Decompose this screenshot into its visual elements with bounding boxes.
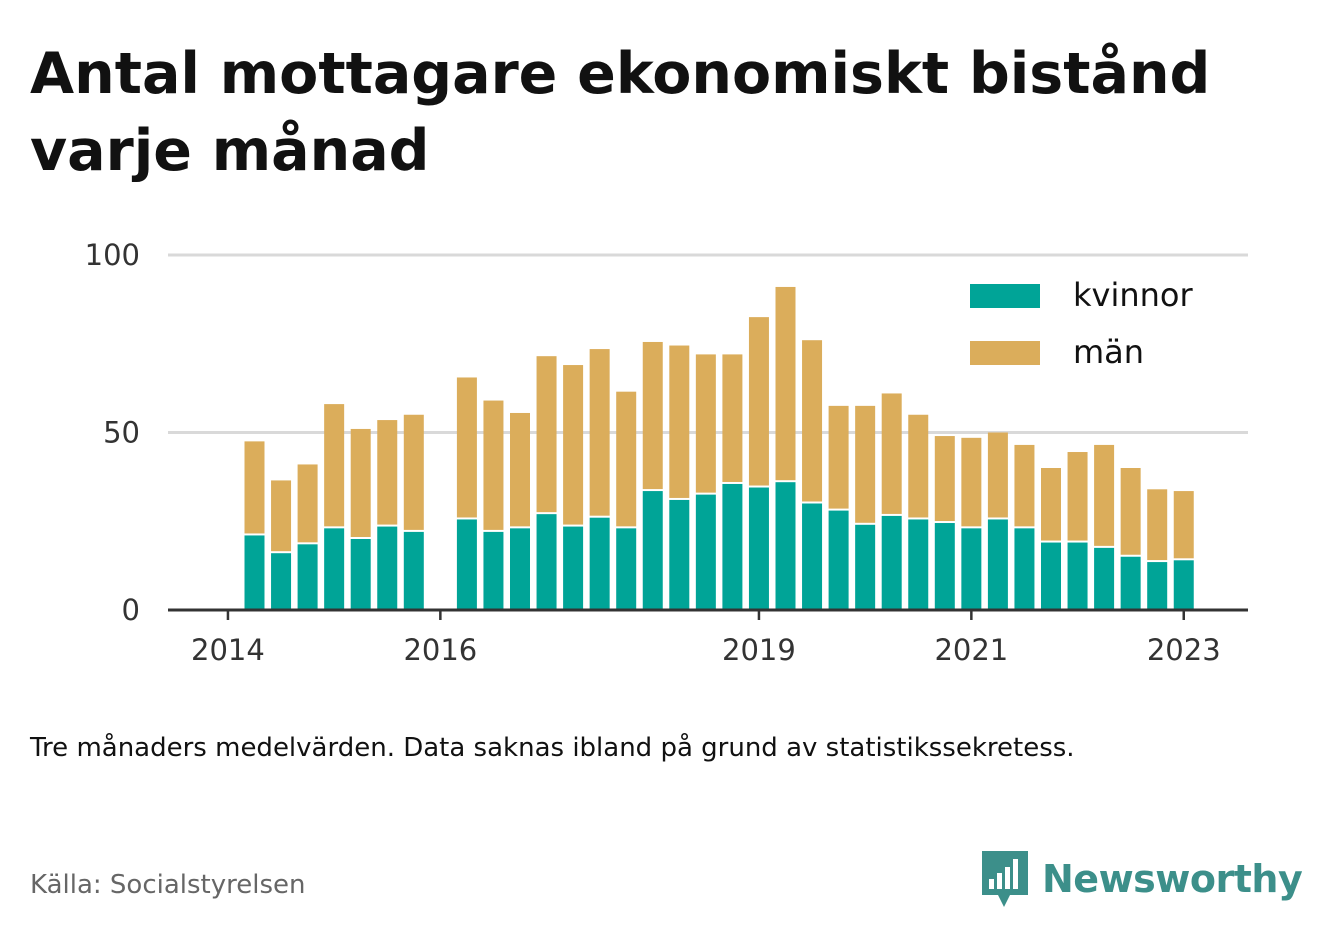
- bar-man-2020-Q3: [908, 414, 929, 518]
- bar-kvinnor-2019-Q3: [802, 503, 823, 610]
- bar-man-2015-Q4: [403, 414, 424, 530]
- bar-kvinnor-2019-Q1: [748, 487, 769, 610]
- newsworthy-chart-bubble-icon: [982, 851, 1028, 907]
- bar-man-2021-Q4: [1041, 468, 1061, 541]
- axes: 0 50 100 2014 2016 2019 2021 2023: [85, 238, 1248, 667]
- bars: [244, 286, 1194, 610]
- bar-kvinnor-2015-Q2: [350, 539, 371, 610]
- bar-man-2021-Q2: [987, 432, 1008, 518]
- bar-man-2015-Q3: [377, 420, 398, 525]
- bar-kvinnor-2014-Q3: [271, 553, 292, 610]
- bar-man-2022-Q2: [1094, 444, 1115, 546]
- x-tick-label: 2019: [722, 633, 796, 667]
- bar-man-2014-Q2: [244, 441, 265, 534]
- y-tick-label: 0: [122, 593, 140, 627]
- bar-man-2017-Q4: [616, 391, 637, 527]
- bar-kvinnor-2016-Q3: [483, 531, 504, 610]
- bar-kvinnor-2022-Q3: [1120, 556, 1141, 610]
- bar-man-2020-Q1: [855, 405, 876, 523]
- bar-kvinnor-2017-Q1: [536, 514, 557, 610]
- bar-man-2022-Q1: [1067, 452, 1088, 541]
- bar-man-2015-Q1: [324, 404, 345, 527]
- y-tick-label: 100: [85, 238, 140, 272]
- bar-man-2021-Q1: [961, 437, 982, 527]
- bar-man-2018-Q4: [722, 354, 743, 482]
- bar-man-2022-Q3: [1120, 468, 1141, 555]
- bar-kvinnor-2014-Q4: [297, 544, 318, 610]
- bar-man-2018-Q3: [695, 354, 716, 493]
- bar-man-2019-Q3: [802, 340, 823, 502]
- bar-kvinnor-2020-Q3: [908, 519, 929, 610]
- legend: kvinnor män: [970, 276, 1194, 371]
- bar-kvinnor-2014-Q2: [244, 535, 265, 610]
- bar-man-2018-Q2: [669, 345, 690, 498]
- x-tick-label: 2016: [403, 633, 477, 667]
- bar-man-2022-Q4: [1147, 489, 1168, 561]
- brand-name: Newsworthy: [1042, 857, 1303, 901]
- bar-man-2019-Q2: [775, 286, 796, 481]
- bar-kvinnor-2018-Q1: [642, 491, 663, 610]
- bar-kvinnor-2018-Q4: [722, 483, 743, 610]
- bar-kvinnor-2017-Q4: [616, 528, 637, 610]
- bar-man-2016-Q3: [483, 400, 504, 530]
- bar-kvinnor-2018-Q3: [695, 494, 716, 610]
- bar-man-2020-Q2: [881, 393, 902, 514]
- chart-note: Tre månaders medelvärden. Data saknas ib…: [30, 733, 1075, 763]
- bar-man-2017-Q1: [536, 356, 557, 513]
- bar-kvinnor-2015-Q3: [377, 526, 398, 610]
- bar-kvinnor-2020-Q4: [934, 523, 955, 610]
- bar-man-2014-Q3: [271, 480, 292, 552]
- bar-man-2021-Q3: [1014, 444, 1035, 527]
- legend-swatch-män: [970, 341, 1040, 365]
- bar-kvinnor-2019-Q2: [775, 482, 796, 610]
- x-tick-label: 2023: [1147, 633, 1221, 667]
- bar-man-2017-Q2: [563, 365, 584, 525]
- legend-label-kvinnor: kvinnor: [1073, 276, 1194, 314]
- legend-label-män: män: [1073, 333, 1144, 371]
- bar-kvinnor-2020-Q2: [881, 515, 902, 610]
- bar-kvinnor-2017-Q2: [563, 526, 584, 610]
- x-tick-label: 2021: [934, 633, 1008, 667]
- bar-kvinnor-2018-Q2: [669, 499, 690, 610]
- bar-kvinnor-2022-Q1: [1067, 542, 1088, 610]
- bar-kvinnor-2016-Q4: [510, 528, 530, 610]
- bar-kvinnor-2015-Q1: [324, 528, 345, 610]
- bar-man-2019-Q1: [748, 317, 769, 486]
- bar-man-2023-Q1: [1173, 491, 1194, 559]
- newsworthy-logo[interactable]: Newsworthy: [980, 848, 1303, 910]
- bar-kvinnor-2019-Q4: [828, 510, 849, 610]
- bar-kvinnor-2020-Q1: [855, 524, 876, 610]
- x-tick-label: 2014: [191, 633, 265, 667]
- stacked-bar-chart: 0 50 100 2014 2016 2019 2021 2023 kvinnor män: [85, 238, 1248, 667]
- chart-title: Antal mottagare ekonomiskt bistånd varje…: [30, 41, 1211, 184]
- bar-man-2016-Q4: [510, 412, 530, 527]
- bar-man-2015-Q2: [350, 428, 371, 537]
- bar-man-2019-Q4: [828, 405, 849, 509]
- bar-kvinnor-2021-Q2: [987, 519, 1008, 610]
- bar-man-2017-Q3: [589, 349, 610, 516]
- bar-kvinnor-2021-Q3: [1014, 528, 1035, 610]
- bar-kvinnor-2022-Q4: [1147, 562, 1168, 610]
- bar-kvinnor-2021-Q4: [1041, 542, 1061, 610]
- bar-kvinnor-2017-Q3: [589, 517, 610, 610]
- source-credit: Källa: Socialstyrelsen: [30, 870, 306, 900]
- bar-man-2018-Q1: [642, 341, 663, 490]
- bar-kvinnor-2016-Q2: [456, 519, 477, 610]
- bar-kvinnor-2023-Q1: [1173, 560, 1194, 610]
- bar-kvinnor-2021-Q1: [961, 528, 982, 610]
- legend-swatch-kvinnor: [970, 284, 1040, 308]
- bar-kvinnor-2022-Q2: [1094, 547, 1115, 610]
- bar-kvinnor-2015-Q4: [403, 531, 424, 610]
- bar-man-2014-Q4: [297, 464, 318, 543]
- bar-man-2020-Q4: [934, 436, 955, 522]
- y-tick-label: 50: [103, 416, 140, 450]
- bar-man-2016-Q2: [456, 377, 477, 518]
